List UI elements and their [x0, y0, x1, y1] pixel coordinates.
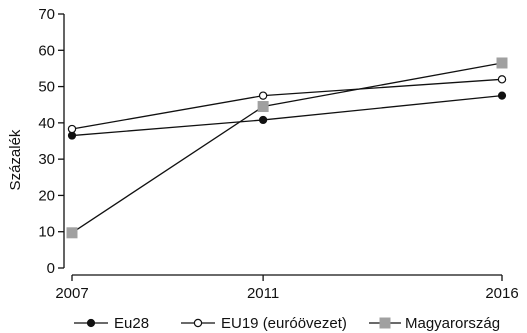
y-tick-label: 20 — [38, 187, 55, 204]
legend-marker — [86, 318, 96, 328]
y-tick-label: 70 — [38, 6, 55, 23]
legend-item: Eu28 — [74, 315, 149, 332]
y-tick-label: 0 — [47, 260, 55, 277]
y-tick-label: 60 — [38, 42, 55, 59]
data-point — [67, 124, 77, 134]
series-1 — [67, 91, 507, 140]
data-point — [258, 91, 268, 100]
data-point — [66, 227, 78, 239]
series-line — [71, 62, 503, 234]
data-point — [257, 101, 269, 113]
legend-label: EU19 (euróövezet) — [221, 315, 347, 332]
legend: Eu28 EU19 (euróövezet) Magyarország — [74, 315, 500, 332]
x-tick-label: 2011 — [247, 285, 279, 302]
legend-marker — [193, 318, 203, 328]
y-axis-title: Százalék — [7, 129, 24, 190]
legend-label: Magyarország — [405, 315, 500, 332]
y-tick-label: 30 — [38, 151, 55, 168]
x-tick-label: 2016 — [485, 285, 518, 302]
legend-label: Eu28 — [114, 315, 149, 332]
data-point — [496, 57, 508, 69]
data-point — [497, 91, 507, 100]
data-point — [497, 75, 507, 84]
legend-item: Magyarország — [369, 315, 500, 332]
y-tick-label: 50 — [38, 79, 55, 96]
legend-marker — [379, 317, 391, 329]
series-2 — [67, 75, 507, 134]
series-layer — [66, 57, 508, 239]
series-line — [71, 78, 503, 130]
legend-item: EU19 (euróövezet) — [181, 315, 347, 332]
x-axis: 2007 2011 2016 — [55, 274, 519, 302]
x-tick-label: 2007 — [55, 285, 88, 302]
y-axis: 0 10 20 30 40 50 60 70 — [38, 6, 65, 277]
data-point — [259, 115, 268, 125]
y-tick-label: 10 — [38, 224, 55, 241]
series-3 — [66, 57, 508, 239]
y-tick-label: 40 — [38, 115, 55, 132]
